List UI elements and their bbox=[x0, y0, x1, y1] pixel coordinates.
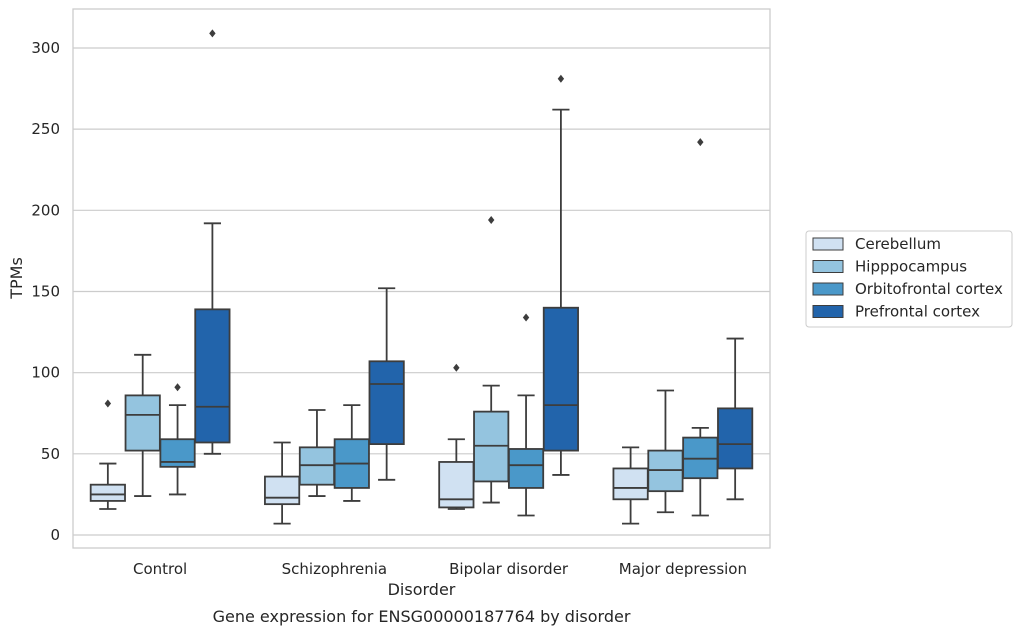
box-orbitofrontal-cortex-0 bbox=[159, 383, 196, 496]
box-cerebellum-3 bbox=[612, 446, 649, 525]
box-prefrontal-cortex-0 bbox=[194, 29, 231, 455]
legend-swatch-3 bbox=[812, 305, 844, 318]
box-groups bbox=[89, 29, 754, 525]
box-iqr bbox=[124, 394, 161, 452]
chart-caption: Gene expression for ENSG00000187764 by d… bbox=[213, 607, 631, 626]
box-iqr bbox=[438, 461, 475, 509]
x-tick-labels: Control Schizophrenia Bipolar disorder Majo… bbox=[133, 560, 747, 578]
box-hipppocampus-3 bbox=[647, 389, 684, 514]
outlier-point bbox=[209, 29, 216, 38]
outlier-point bbox=[453, 363, 460, 372]
box-prefrontal-cortex-1 bbox=[368, 287, 405, 481]
legend-label-3: Prefrontal cortex bbox=[855, 303, 980, 321]
box-iqr bbox=[264, 475, 301, 506]
y-tick-labels: 0 50 100 150 200 250 300 bbox=[31, 39, 60, 544]
box-iqr bbox=[612, 467, 649, 501]
box-orbitofrontal-cortex-2 bbox=[507, 313, 545, 517]
x-tick-label-1: Schizophrenia bbox=[282, 560, 387, 578]
outlier-point bbox=[557, 74, 565, 83]
outlier-point bbox=[104, 399, 112, 408]
outlier-point bbox=[697, 138, 704, 147]
box-hipppocampus-2 bbox=[473, 216, 510, 504]
outlier-point bbox=[174, 383, 181, 392]
x-axis-label: Disorder bbox=[388, 580, 456, 599]
legend-swatch-2 bbox=[812, 282, 844, 296]
box-prefrontal-cortex-3 bbox=[717, 337, 754, 501]
plot-frame bbox=[72, 8, 771, 549]
x-tick-label-2: Bipolar disorder bbox=[449, 560, 569, 578]
box-hipppocampus-0 bbox=[124, 353, 161, 497]
box-iqr bbox=[542, 306, 579, 452]
y-tick-label-50: 50 bbox=[41, 445, 60, 463]
outlier-point bbox=[522, 313, 530, 322]
box-orbitofrontal-cortex-3 bbox=[682, 138, 719, 517]
y-tick-label-0: 0 bbox=[50, 526, 60, 544]
box-orbitofrontal-cortex-1 bbox=[333, 404, 370, 502]
box-hipppocampus-1 bbox=[298, 409, 336, 497]
y-tick-label-300: 300 bbox=[31, 39, 60, 57]
y-tick-label-250: 250 bbox=[31, 120, 60, 138]
legend-swatch-1 bbox=[812, 260, 844, 273]
box-iqr bbox=[717, 407, 754, 470]
y-tick-label-200: 200 bbox=[31, 201, 60, 219]
box-iqr bbox=[368, 360, 405, 445]
x-tick-label-3: Major depression bbox=[619, 560, 747, 578]
box-cerebellum-2 bbox=[438, 363, 475, 510]
legend: Cerebellum Hipppocampus Orbitofrontal cort… bbox=[805, 230, 1013, 328]
legend-label-2: Orbitofrontal cortex bbox=[855, 280, 1003, 298]
box-cerebellum-0 bbox=[89, 399, 126, 510]
y-axis-label: TPMs bbox=[7, 257, 26, 300]
legend-label-0: Cerebellum bbox=[855, 235, 941, 253]
outlier-point bbox=[488, 216, 495, 225]
y-tick-label-150: 150 bbox=[31, 282, 60, 300]
box-iqr bbox=[194, 308, 231, 444]
box-iqr bbox=[89, 483, 126, 502]
x-tick-label-0: Control bbox=[133, 560, 187, 578]
legend-label-1: Hipppocampus bbox=[855, 258, 967, 276]
box-cerebellum-1 bbox=[264, 441, 301, 525]
legend-swatch-0 bbox=[812, 237, 844, 251]
box-prefrontal-cortex-2 bbox=[542, 74, 579, 476]
y-tick-label-100: 100 bbox=[31, 364, 60, 382]
box-iqr bbox=[507, 448, 545, 489]
legend-frame bbox=[805, 230, 1013, 328]
